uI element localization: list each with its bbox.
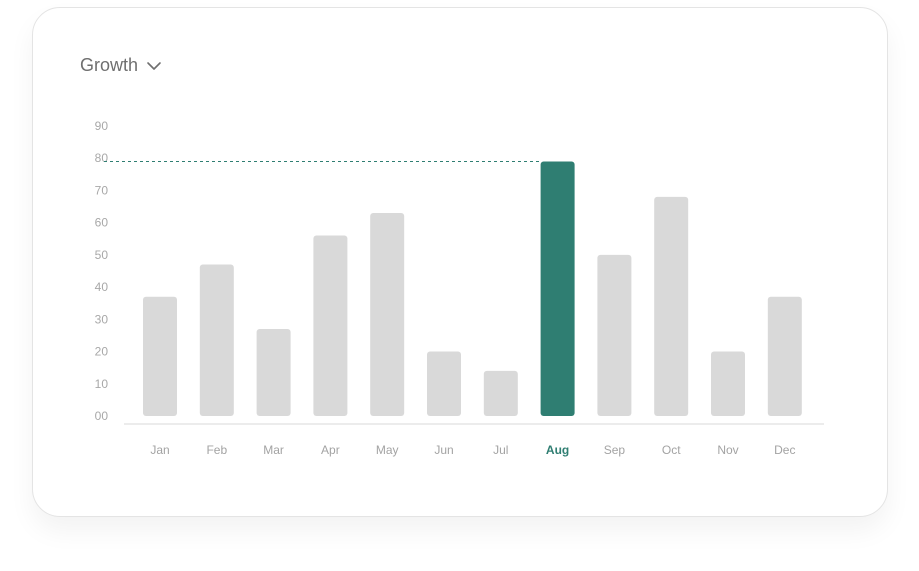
- metric-dropdown-label: Growth: [80, 55, 139, 75]
- bar-jan[interactable]: [143, 296, 177, 416]
- x-tick-label: Mar: [263, 443, 284, 457]
- x-tick-label: Dec: [774, 443, 795, 457]
- bar-mar[interactable]: [256, 329, 291, 416]
- x-tick-label: Jul: [493, 443, 508, 457]
- y-tick-label: 30: [95, 312, 109, 326]
- x-tick-label: Jun: [434, 443, 453, 457]
- x-tick-label: Aug: [546, 443, 569, 457]
- y-tick-label: 60: [95, 216, 109, 230]
- y-tick-label: 80: [95, 151, 109, 165]
- y-tick-label: 00: [95, 409, 109, 423]
- bar-apr[interactable]: [313, 235, 348, 416]
- y-tick-label: 40: [95, 280, 109, 294]
- y-tick-label: 50: [95, 248, 109, 262]
- y-tick-label: 10: [95, 377, 109, 391]
- bar-feb[interactable]: [199, 264, 234, 416]
- x-tick-label: Jan: [150, 443, 169, 457]
- x-tick-label: Oct: [662, 443, 681, 457]
- y-tick-label: 20: [95, 345, 109, 359]
- bar-dec[interactable]: [767, 296, 802, 416]
- bar-may[interactable]: [370, 213, 405, 416]
- bar-nov[interactable]: [711, 351, 745, 416]
- y-tick-label: 90: [95, 119, 109, 133]
- bar-oct[interactable]: [654, 196, 689, 416]
- bar-sep[interactable]: [597, 254, 632, 416]
- x-tick-label: May: [376, 443, 399, 457]
- bar-aug[interactable]: [540, 161, 575, 416]
- x-tick-label: Apr: [321, 443, 340, 457]
- bar-jul[interactable]: [483, 370, 518, 416]
- metric-dropdown[interactable]: Growth: [80, 55, 162, 76]
- chart-card: [32, 7, 888, 517]
- x-tick-label: Feb: [206, 443, 227, 457]
- y-tick-label: 70: [95, 183, 109, 197]
- x-tick-label: Sep: [604, 443, 626, 457]
- x-tick-label: Nov: [717, 443, 738, 457]
- chevron-down-icon: [147, 61, 161, 70]
- bar-jun[interactable]: [427, 351, 461, 416]
